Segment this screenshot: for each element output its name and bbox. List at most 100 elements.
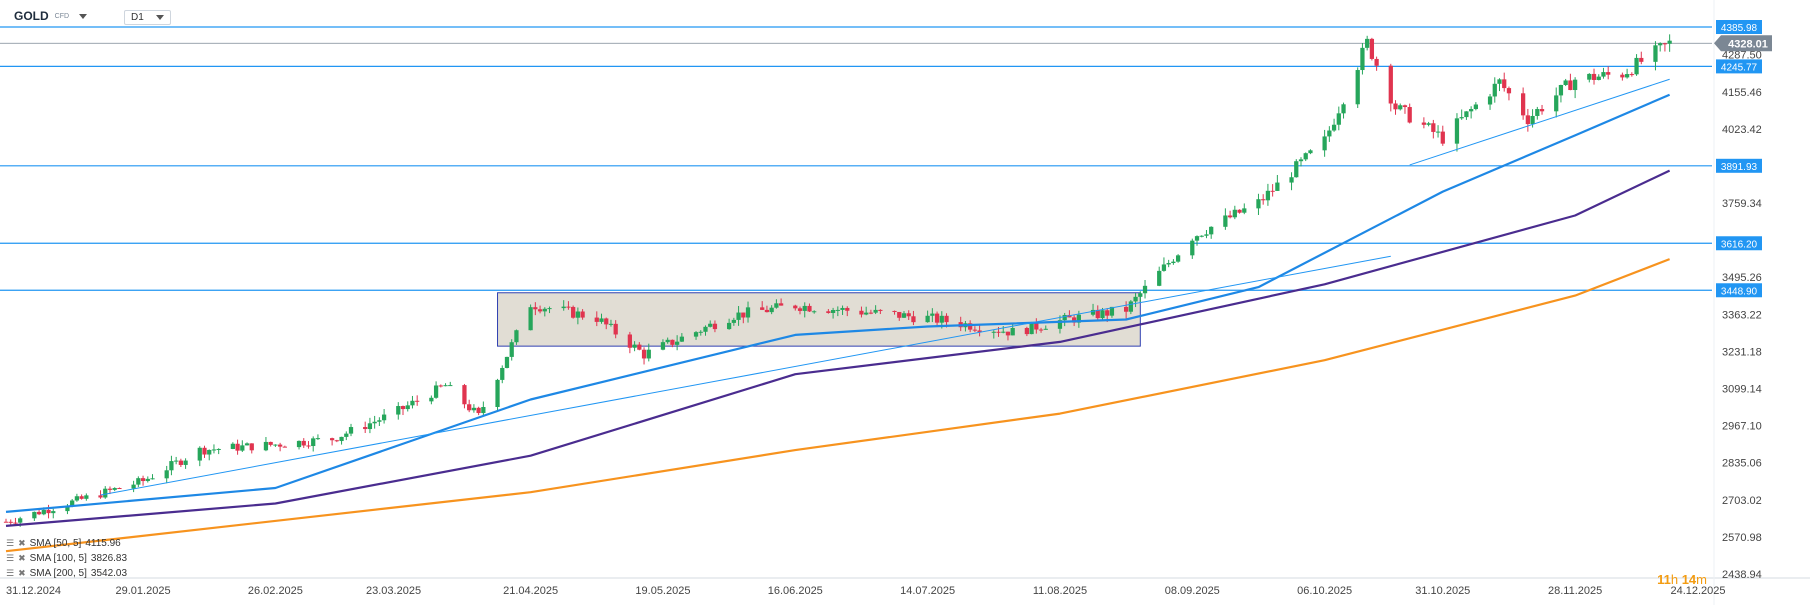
- candle-body[interactable]: [1199, 235, 1204, 237]
- candle-body[interactable]: [1232, 209, 1237, 218]
- candle-body[interactable]: [542, 308, 547, 312]
- candle-body[interactable]: [268, 441, 273, 445]
- candle-body[interactable]: [660, 342, 666, 350]
- candle-body[interactable]: [1535, 109, 1540, 116]
- candle-body[interactable]: [438, 385, 443, 387]
- candle-body[interactable]: [405, 405, 410, 410]
- menu-icon[interactable]: ☰: [6, 538, 15, 548]
- candle-body[interactable]: [476, 407, 481, 414]
- candle-body[interactable]: [925, 315, 930, 323]
- candle-body[interactable]: [1038, 329, 1044, 331]
- candle-body[interactable]: [646, 349, 651, 359]
- candle-body[interactable]: [835, 309, 840, 311]
- candle-body[interactable]: [613, 323, 618, 335]
- level-tag[interactable]: [1716, 236, 1762, 251]
- candle-body[interactable]: [1502, 79, 1507, 89]
- candle-body[interactable]: [934, 313, 940, 323]
- candle-body[interactable]: [1171, 261, 1176, 264]
- candle-body[interactable]: [244, 443, 250, 446]
- candle-body[interactable]: [1138, 293, 1143, 297]
- candle-body[interactable]: [972, 329, 978, 331]
- candle-body[interactable]: [1227, 215, 1233, 218]
- candle-body[interactable]: [263, 441, 269, 451]
- candle-body[interactable]: [249, 443, 254, 451]
- candle-body[interactable]: [528, 307, 533, 331]
- candle-body[interactable]: [1464, 111, 1469, 118]
- candle-body[interactable]: [745, 307, 751, 318]
- candle-body[interactable]: [3, 521, 9, 523]
- candle-body[interactable]: [107, 488, 113, 490]
- candle-body[interactable]: [339, 436, 344, 442]
- candle-body[interactable]: [169, 461, 174, 471]
- candle-body[interactable]: [344, 433, 349, 437]
- candle-body[interactable]: [140, 478, 146, 482]
- candle-body[interactable]: [329, 438, 335, 441]
- candle-body[interactable]: [797, 308, 803, 311]
- candle-body[interactable]: [1393, 103, 1398, 110]
- candle-body[interactable]: [741, 312, 746, 318]
- candle-body[interactable]: [131, 484, 136, 489]
- candle-body[interactable]: [51, 511, 56, 514]
- candle-body[interactable]: [712, 323, 718, 330]
- candle-body[interactable]: [1223, 215, 1228, 227]
- candle-body[interactable]: [1454, 118, 1460, 144]
- candle-body[interactable]: [892, 310, 897, 312]
- candle-body[interactable]: [632, 344, 637, 348]
- candle-body[interactable]: [70, 500, 75, 507]
- candle-body[interactable]: [726, 322, 732, 330]
- candle-body[interactable]: [760, 307, 765, 310]
- level-tag[interactable]: [1716, 158, 1762, 173]
- candle-body[interactable]: [1591, 73, 1597, 80]
- candle-body[interactable]: [897, 311, 902, 318]
- candle-body[interactable]: [566, 306, 571, 308]
- candle-body[interactable]: [1426, 123, 1431, 125]
- candle-body[interactable]: [537, 309, 543, 312]
- candle-body[interactable]: [778, 303, 784, 306]
- candle-body[interactable]: [18, 518, 23, 523]
- candle-body[interactable]: [807, 305, 812, 312]
- candle-body[interactable]: [764, 309, 770, 313]
- candle-body[interactable]: [1506, 88, 1512, 94]
- candle-body[interactable]: [174, 460, 179, 462]
- candle-body[interactable]: [859, 310, 864, 315]
- candle-body[interactable]: [433, 385, 439, 398]
- candle-body[interactable]: [1653, 45, 1658, 62]
- candle-body[interactable]: [334, 440, 339, 442]
- candle-body[interactable]: [164, 470, 169, 479]
- candle-body[interactable]: [183, 460, 188, 465]
- candle-body[interactable]: [216, 448, 221, 450]
- candle-body[interactable]: [136, 478, 141, 485]
- close-icon[interactable]: ✖: [18, 553, 26, 563]
- candle-body[interactable]: [708, 323, 713, 327]
- candle-body[interactable]: [301, 440, 306, 446]
- candle-body[interactable]: [372, 421, 377, 424]
- candle-body[interactable]: [1473, 104, 1478, 110]
- candle-body[interactable]: [41, 509, 46, 515]
- candle-body[interactable]: [429, 397, 434, 402]
- candle-body[interactable]: [1303, 153, 1308, 160]
- candle-body[interactable]: [1331, 124, 1337, 131]
- candle-body[interactable]: [103, 488, 108, 498]
- candle-body[interactable]: [1435, 131, 1441, 133]
- candle-body[interactable]: [944, 315, 949, 323]
- candle-body[interactable]: [240, 445, 245, 451]
- candle-body[interactable]: [306, 445, 311, 447]
- candle-body[interactable]: [1606, 72, 1611, 75]
- candle-body[interactable]: [1265, 190, 1271, 201]
- candle-body[interactable]: [1166, 263, 1171, 265]
- candle-body[interactable]: [1142, 285, 1148, 294]
- candle-body[interactable]: [939, 315, 944, 323]
- candle-body[interactable]: [641, 349, 647, 359]
- candle-body[interactable]: [675, 341, 680, 345]
- candle-body[interactable]: [1539, 109, 1545, 112]
- candle-body[interactable]: [363, 427, 368, 430]
- candle-body[interactable]: [968, 323, 973, 330]
- candle-body[interactable]: [1662, 43, 1668, 45]
- candle-body[interactable]: [282, 446, 287, 448]
- candle-body[interactable]: [65, 506, 70, 512]
- candle-body[interactable]: [462, 385, 467, 405]
- candle-body[interactable]: [845, 307, 850, 311]
- candle-body[interactable]: [1072, 317, 1077, 323]
- candle-body[interactable]: [1029, 322, 1034, 335]
